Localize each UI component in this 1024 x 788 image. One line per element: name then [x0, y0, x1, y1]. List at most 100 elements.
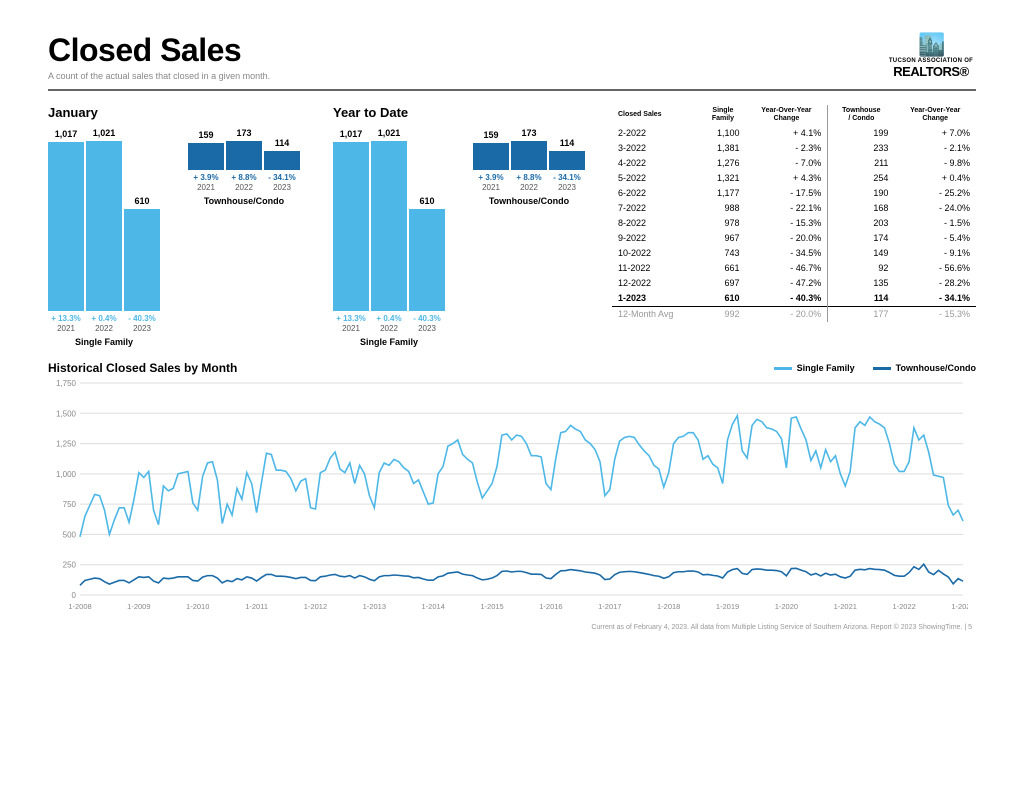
bar-rect	[86, 141, 122, 311]
svg-text:1,500: 1,500	[56, 409, 77, 418]
bar-year: 2023	[133, 324, 151, 333]
bar-charts-area: January1,017+ 13.3%20211,021+ 0.4%202261…	[48, 105, 588, 347]
bar-pct: + 13.3%	[51, 314, 81, 323]
bar-value: 610	[419, 196, 434, 206]
bar-chart: Year to Date1,017+ 13.3%20211,021+ 0.4%2…	[333, 105, 588, 347]
data-table: Closed SalesSingleFamilyYear-Over-YearCh…	[612, 105, 976, 347]
bar-pct: + 0.4%	[376, 314, 401, 323]
svg-text:750: 750	[63, 500, 77, 509]
bar-value: 114	[275, 138, 290, 148]
table-row: 4-20221,276- 7.0%211- 9.8%	[612, 156, 976, 171]
bar-value: 1,021	[93, 128, 116, 138]
legend-label: Townhouse/Condo	[896, 363, 976, 373]
legend-swatch	[774, 367, 792, 370]
group-label: Townhouse/Condo	[489, 196, 569, 206]
bar-year: 2022	[520, 183, 538, 192]
line-chart-svg: 02505007501,0001,2501,5001,7501-20081-20…	[48, 378, 968, 613]
bar-pct: + 8.8%	[516, 173, 541, 182]
svg-text:1-2022: 1-2022	[892, 602, 915, 611]
table-row: 5-20221,321+ 4.3%254+ 0.4%	[612, 171, 976, 186]
bar: 114 - 34.1%2023	[549, 138, 585, 192]
bar-value: 159	[198, 130, 213, 140]
svg-text:1-2014: 1-2014	[422, 602, 445, 611]
svg-text:1-2013: 1-2013	[363, 602, 386, 611]
bar-pct: - 40.3%	[413, 314, 441, 323]
bar-year: 2022	[380, 324, 398, 333]
bar-value: 1,017	[55, 129, 78, 139]
bar: 173+ 8.8%2022	[511, 128, 547, 192]
bar-year: 2022	[95, 324, 113, 333]
bar-rect	[371, 141, 407, 311]
bar-pct: - 34.1%	[268, 173, 296, 182]
svg-text:1-2023: 1-2023	[951, 602, 968, 611]
svg-text:250: 250	[63, 561, 77, 570]
bar: 610 - 40.3%2023	[409, 196, 445, 333]
footer: Current as of February 4, 2023. All data…	[48, 624, 976, 631]
bar-rect	[549, 151, 585, 170]
svg-text:1-2015: 1-2015	[480, 602, 503, 611]
bar-year: 2023	[418, 324, 436, 333]
svg-text:1-2021: 1-2021	[834, 602, 857, 611]
bar-pct: + 3.9%	[193, 173, 218, 182]
svg-text:1-2012: 1-2012	[304, 602, 327, 611]
bar-rect	[48, 142, 84, 311]
bar-value: 114	[560, 138, 575, 148]
bar: 1,017+ 13.3%2021	[333, 129, 369, 333]
svg-text:1-2008: 1-2008	[68, 602, 91, 611]
table-row: 6-20221,177- 17.5%190- 25.2%	[612, 186, 976, 201]
bar-year: 2023	[273, 183, 291, 192]
bar-rect	[409, 209, 445, 311]
table-header: Closed Sales	[612, 105, 700, 126]
legend-swatch	[873, 367, 891, 370]
bar: 1,021+ 0.4%2022	[371, 128, 407, 333]
bar-rect	[226, 141, 262, 170]
svg-text:1,000: 1,000	[56, 470, 77, 479]
bar-value: 159	[483, 130, 498, 140]
table-row: 8-2022978- 15.3%203- 1.5%	[612, 216, 976, 231]
svg-text:1-2019: 1-2019	[716, 602, 739, 611]
svg-text:1-2010: 1-2010	[186, 602, 209, 611]
bar-value: 1,017	[340, 129, 363, 139]
bar-rect	[124, 209, 160, 311]
svg-text:1-2009: 1-2009	[127, 602, 150, 611]
bar-pct: - 34.1%	[553, 173, 581, 182]
table-row: 1-2023610- 40.3%114- 34.1%	[612, 291, 976, 307]
header: Closed Sales A count of the actual sales…	[48, 32, 976, 91]
bar-year: 2021	[57, 324, 75, 333]
group-label: Single Family	[360, 337, 418, 347]
bar-rect	[333, 142, 369, 311]
page-title: Closed Sales	[48, 32, 270, 69]
bar: 159 + 3.9%2021	[188, 130, 224, 191]
table-row: 7-2022988- 22.1%168- 24.0%	[612, 201, 976, 216]
group-label: Single Family	[75, 337, 133, 347]
bar-year: 2021	[482, 183, 500, 192]
bar-value: 173	[236, 128, 251, 138]
svg-text:1-2017: 1-2017	[598, 602, 621, 611]
bar-rect	[188, 143, 224, 169]
bar-pct: + 0.4%	[91, 314, 116, 323]
chart-title: January	[48, 105, 303, 120]
page-subtitle: A count of the actual sales that closed …	[48, 71, 270, 81]
bar-year: 2023	[558, 183, 576, 192]
table-row: 12-2022697- 47.2%135- 28.2%	[612, 276, 976, 291]
bar-year: 2021	[197, 183, 215, 192]
svg-text:500: 500	[63, 530, 77, 539]
bar-rect	[264, 151, 300, 170]
bar: 610- 40.3%2023	[124, 196, 160, 333]
legend-item: Townhouse/Condo	[873, 363, 976, 373]
svg-text:1,750: 1,750	[56, 379, 77, 388]
svg-text:1-2016: 1-2016	[539, 602, 562, 611]
bar-year: 2022	[235, 183, 253, 192]
bar-value: 610	[134, 196, 149, 206]
table-row: 11-2022661- 46.7%92- 56.6%	[612, 261, 976, 276]
svg-text:1-2011: 1-2011	[245, 602, 268, 611]
bar-pct: + 8.8%	[231, 173, 256, 182]
legend-label: Single Family	[797, 363, 855, 373]
bar-rect	[473, 143, 509, 169]
table-row: 3-20221,381- 2.3%233- 2.1%	[612, 141, 976, 156]
bar-rect	[511, 141, 547, 170]
svg-text:1-2018: 1-2018	[657, 602, 680, 611]
bar-pct: + 3.9%	[478, 173, 503, 182]
svg-text:1-2020: 1-2020	[775, 602, 798, 611]
table-header: Townhouse / Condo	[828, 105, 895, 126]
